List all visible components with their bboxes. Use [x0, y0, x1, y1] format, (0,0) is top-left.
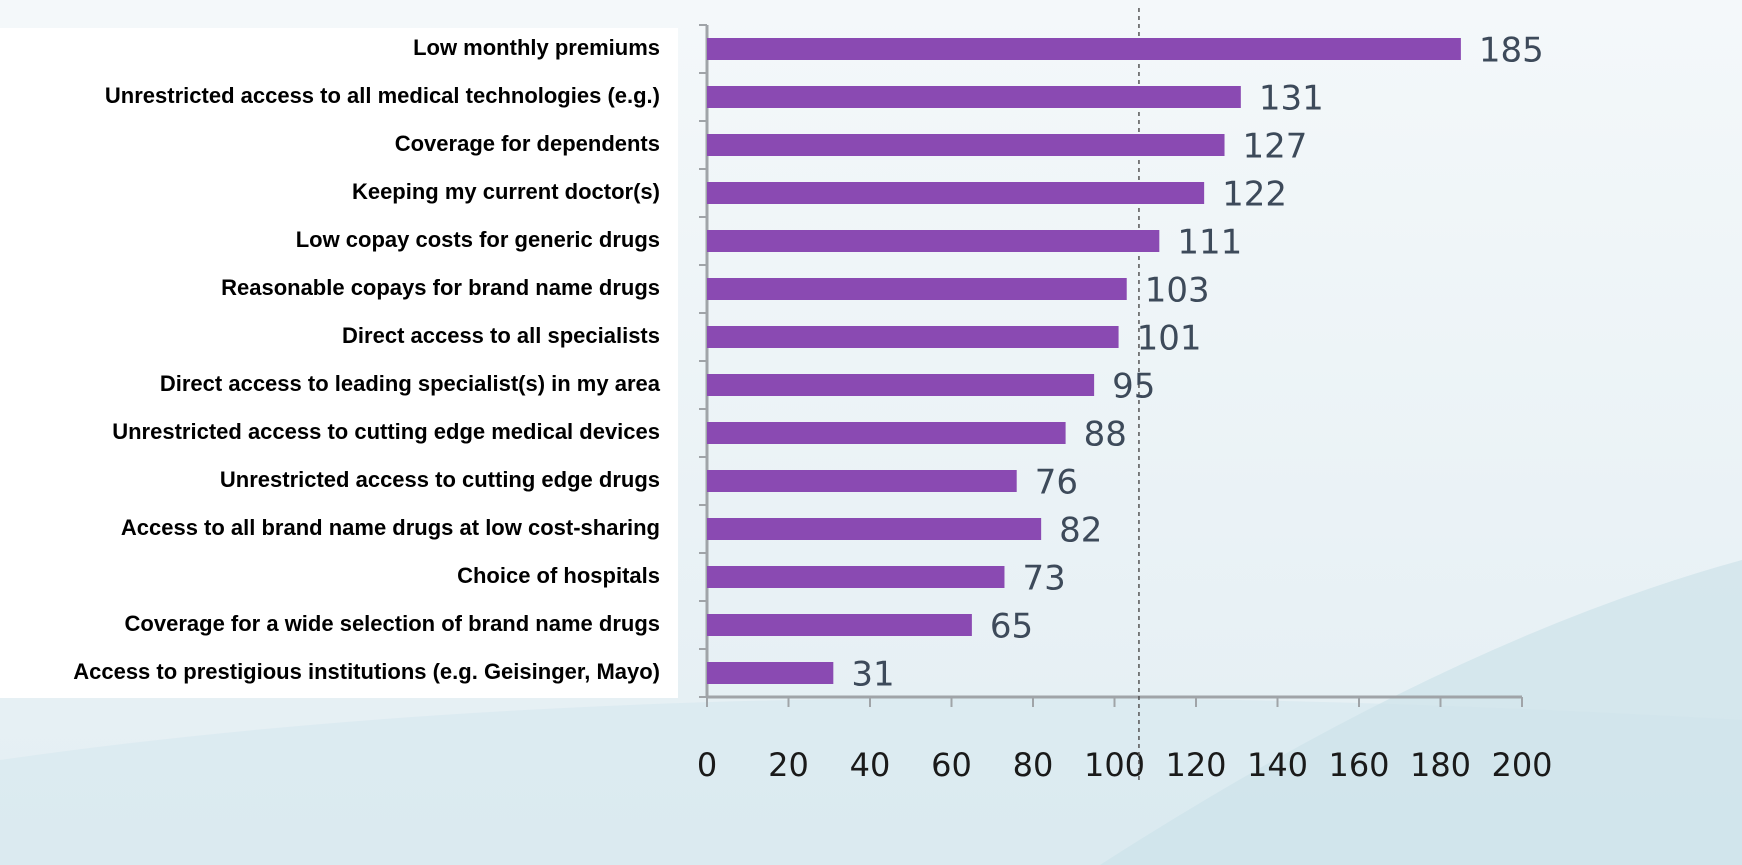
label-panel — [0, 28, 678, 698]
bar — [707, 86, 1241, 108]
category-label: Reasonable copays for brand name drugs — [221, 275, 660, 300]
bar — [707, 374, 1095, 396]
x-tick-label: 180 — [1410, 746, 1471, 784]
category-label: Keeping my current doctor(s) — [352, 179, 660, 204]
background-wave — [1100, 560, 1742, 865]
value-label: 73 — [1022, 559, 1065, 599]
value-label: 185 — [1479, 31, 1544, 71]
bar — [707, 38, 1461, 60]
x-tick-label: 40 — [850, 746, 891, 784]
x-tick-label: 80 — [1013, 746, 1054, 784]
value-label: 111 — [1177, 223, 1242, 263]
bar — [707, 278, 1127, 300]
category-label: Coverage for a wide selection of brand n… — [125, 611, 660, 636]
value-label: 31 — [851, 655, 894, 695]
x-tick-label: 60 — [931, 746, 972, 784]
value-label: 76 — [1035, 463, 1078, 503]
bar — [707, 518, 1042, 540]
category-label: Low copay costs for generic drugs — [296, 227, 660, 252]
value-label: 103 — [1145, 271, 1210, 311]
bar — [707, 134, 1225, 156]
bar — [707, 662, 834, 684]
category-label: Coverage for dependents — [395, 131, 660, 156]
category-label: Access to prestigious institutions (e.g.… — [73, 659, 660, 684]
x-tick-label: 20 — [768, 746, 809, 784]
bar — [707, 422, 1066, 444]
category-label: Unrestricted access to cutting edge medi… — [112, 419, 660, 444]
value-label: 122 — [1222, 175, 1287, 215]
category-label: Unrestricted access to all medical techn… — [105, 83, 660, 108]
value-label: 131 — [1259, 79, 1324, 119]
x-tick-label: 200 — [1491, 746, 1552, 784]
value-label: 82 — [1059, 511, 1102, 551]
bar — [707, 566, 1005, 588]
value-label: 101 — [1137, 319, 1202, 359]
value-label: 127 — [1243, 127, 1308, 167]
x-tick-label: 120 — [1165, 746, 1226, 784]
category-label: Access to all brand name drugs at low co… — [121, 515, 660, 540]
bar — [707, 614, 972, 636]
category-label: Direct access to leading specialist(s) i… — [160, 371, 661, 396]
x-tick-label: 0 — [697, 746, 717, 784]
value-label: 65 — [990, 607, 1033, 647]
bar — [707, 470, 1017, 492]
category-label: Unrestricted access to cutting edge drug… — [220, 467, 660, 492]
category-label: Choice of hospitals — [457, 563, 660, 588]
category-label: Low monthly premiums — [413, 35, 660, 60]
value-label: 88 — [1084, 415, 1127, 455]
x-tick-label: 160 — [1328, 746, 1389, 784]
bar — [707, 326, 1119, 348]
x-tick-label: 100 — [1084, 746, 1145, 784]
bar — [707, 230, 1160, 252]
category-label: Direct access to all specialists — [342, 323, 660, 348]
x-tick-label: 140 — [1247, 746, 1308, 784]
value-label: 95 — [1112, 367, 1155, 407]
bar — [707, 182, 1205, 204]
